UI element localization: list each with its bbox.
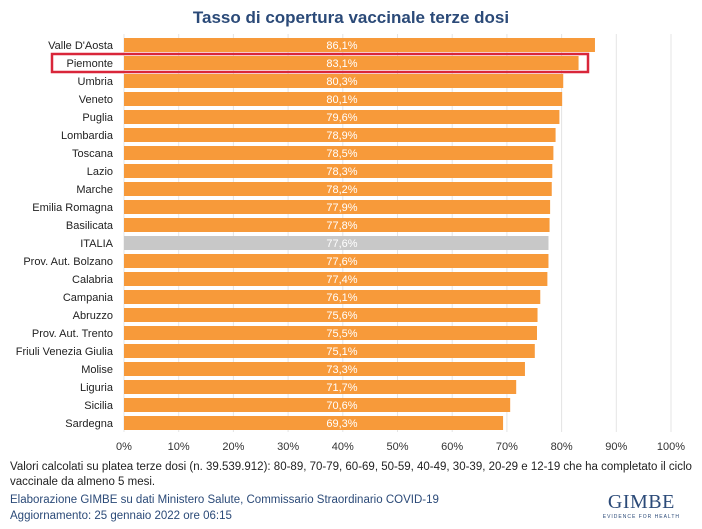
value-label: 78,2% (326, 184, 357, 196)
value-label: 70,6% (326, 400, 357, 412)
category-label: Lazio (87, 166, 113, 178)
value-label: 79,6% (326, 112, 357, 124)
x-tick-label: 50% (386, 441, 408, 453)
bar (124, 398, 511, 412)
value-label: 77,6% (326, 256, 357, 268)
category-label: Marche (76, 184, 113, 196)
update-text: Aggiornamento: 25 gennaio 2022 ore 06:15 (10, 510, 232, 522)
note-line-2: vaccinale da almeno 5 mesi. (10, 476, 156, 488)
value-label: 76,1% (326, 292, 357, 304)
value-label: 78,5% (326, 148, 357, 160)
logo-tagline: EVIDENCE FOR HEALTH (602, 514, 680, 520)
bar (124, 164, 553, 178)
gimbe-logo: GIMBE EVIDENCE FOR HEALTH (603, 491, 680, 520)
bar (124, 200, 551, 214)
bar (124, 128, 556, 142)
bar (124, 254, 549, 268)
value-label: 80,1% (326, 94, 357, 106)
bar (124, 326, 537, 340)
category-label: Puglia (82, 112, 113, 124)
value-label: 78,3% (326, 166, 357, 178)
category-label: Campania (63, 292, 114, 304)
category-label: Emilia Romagna (32, 202, 114, 214)
x-tick-label: 70% (496, 441, 518, 453)
category-label: Prov. Aut. Bolzano (23, 256, 113, 268)
category-label: Sicilia (84, 400, 114, 412)
bar (124, 74, 564, 88)
x-tick-label: 40% (332, 441, 354, 453)
highlight-box (50, 52, 590, 74)
bar (124, 362, 525, 376)
category-label: Calabria (72, 274, 114, 286)
bar (124, 38, 595, 52)
category-label: Umbria (78, 76, 114, 88)
x-tick-label: 60% (441, 441, 463, 453)
bar (124, 110, 560, 124)
value-label: 80,3% (326, 76, 357, 88)
category-label: Veneto (79, 94, 113, 106)
bar (124, 290, 541, 304)
value-label: 75,1% (326, 346, 357, 358)
category-label: Friuli Venezia Giulia (16, 346, 114, 358)
category-label: Lombardia (61, 130, 114, 142)
category-label: Valle D'Aosta (48, 40, 114, 52)
x-tick-label: 10% (168, 441, 190, 453)
category-label: Sardegna (65, 418, 114, 430)
bar (124, 236, 549, 250)
category-label: Liguria (80, 382, 114, 394)
value-label: 78,9% (326, 130, 357, 142)
x-tick-label: 20% (222, 441, 244, 453)
value-label: 75,5% (326, 328, 357, 340)
value-label: 77,6% (326, 238, 357, 250)
value-label: 77,8% (326, 220, 357, 232)
bar (124, 56, 579, 70)
bar (124, 380, 517, 394)
value-label: 77,9% (326, 202, 357, 214)
value-label: 69,3% (326, 418, 357, 430)
value-label: 86,1% (326, 40, 357, 52)
value-label: 73,3% (326, 364, 357, 376)
x-tick-label: 90% (605, 441, 627, 453)
logo-name: GIMBE (607, 491, 675, 513)
value-label: 77,4% (326, 274, 357, 286)
category-label: Molise (81, 364, 113, 376)
x-tick-label: 30% (277, 441, 299, 453)
x-tick-label: 0% (116, 441, 132, 453)
bar (124, 182, 552, 196)
bar-chart: 0% 10% 20% 30% 40% 50% 60% 70% 80% 90% 100% Valle D… (16, 34, 685, 453)
value-label: 83,1% (326, 58, 357, 70)
x-tick-label: 100% (657, 441, 685, 453)
category-label: Toscana (72, 148, 114, 160)
bar (124, 416, 504, 430)
category-label: Abruzzo (73, 310, 113, 322)
category-label: ITALIA (80, 238, 113, 250)
bar (124, 92, 563, 106)
bar (124, 218, 550, 232)
bar (124, 308, 538, 322)
chart-title: Tasso di copertura vaccinale terze dosi (192, 8, 510, 27)
category-label: Basilicata (66, 220, 114, 232)
x-tick-label: 80% (551, 441, 573, 453)
bar (124, 344, 535, 358)
source-text: Elaborazione GIMBE su dati Ministero Sal… (10, 494, 439, 506)
bar (124, 272, 548, 286)
category-label: Piemonte (67, 58, 113, 70)
note-line-1: Valori calcolati su platea terze dosi (n… (10, 461, 692, 473)
bar (124, 146, 554, 160)
category-label: Prov. Aut. Trento (32, 328, 113, 340)
value-label: 75,6% (326, 310, 357, 322)
value-label: 71,7% (326, 382, 357, 394)
